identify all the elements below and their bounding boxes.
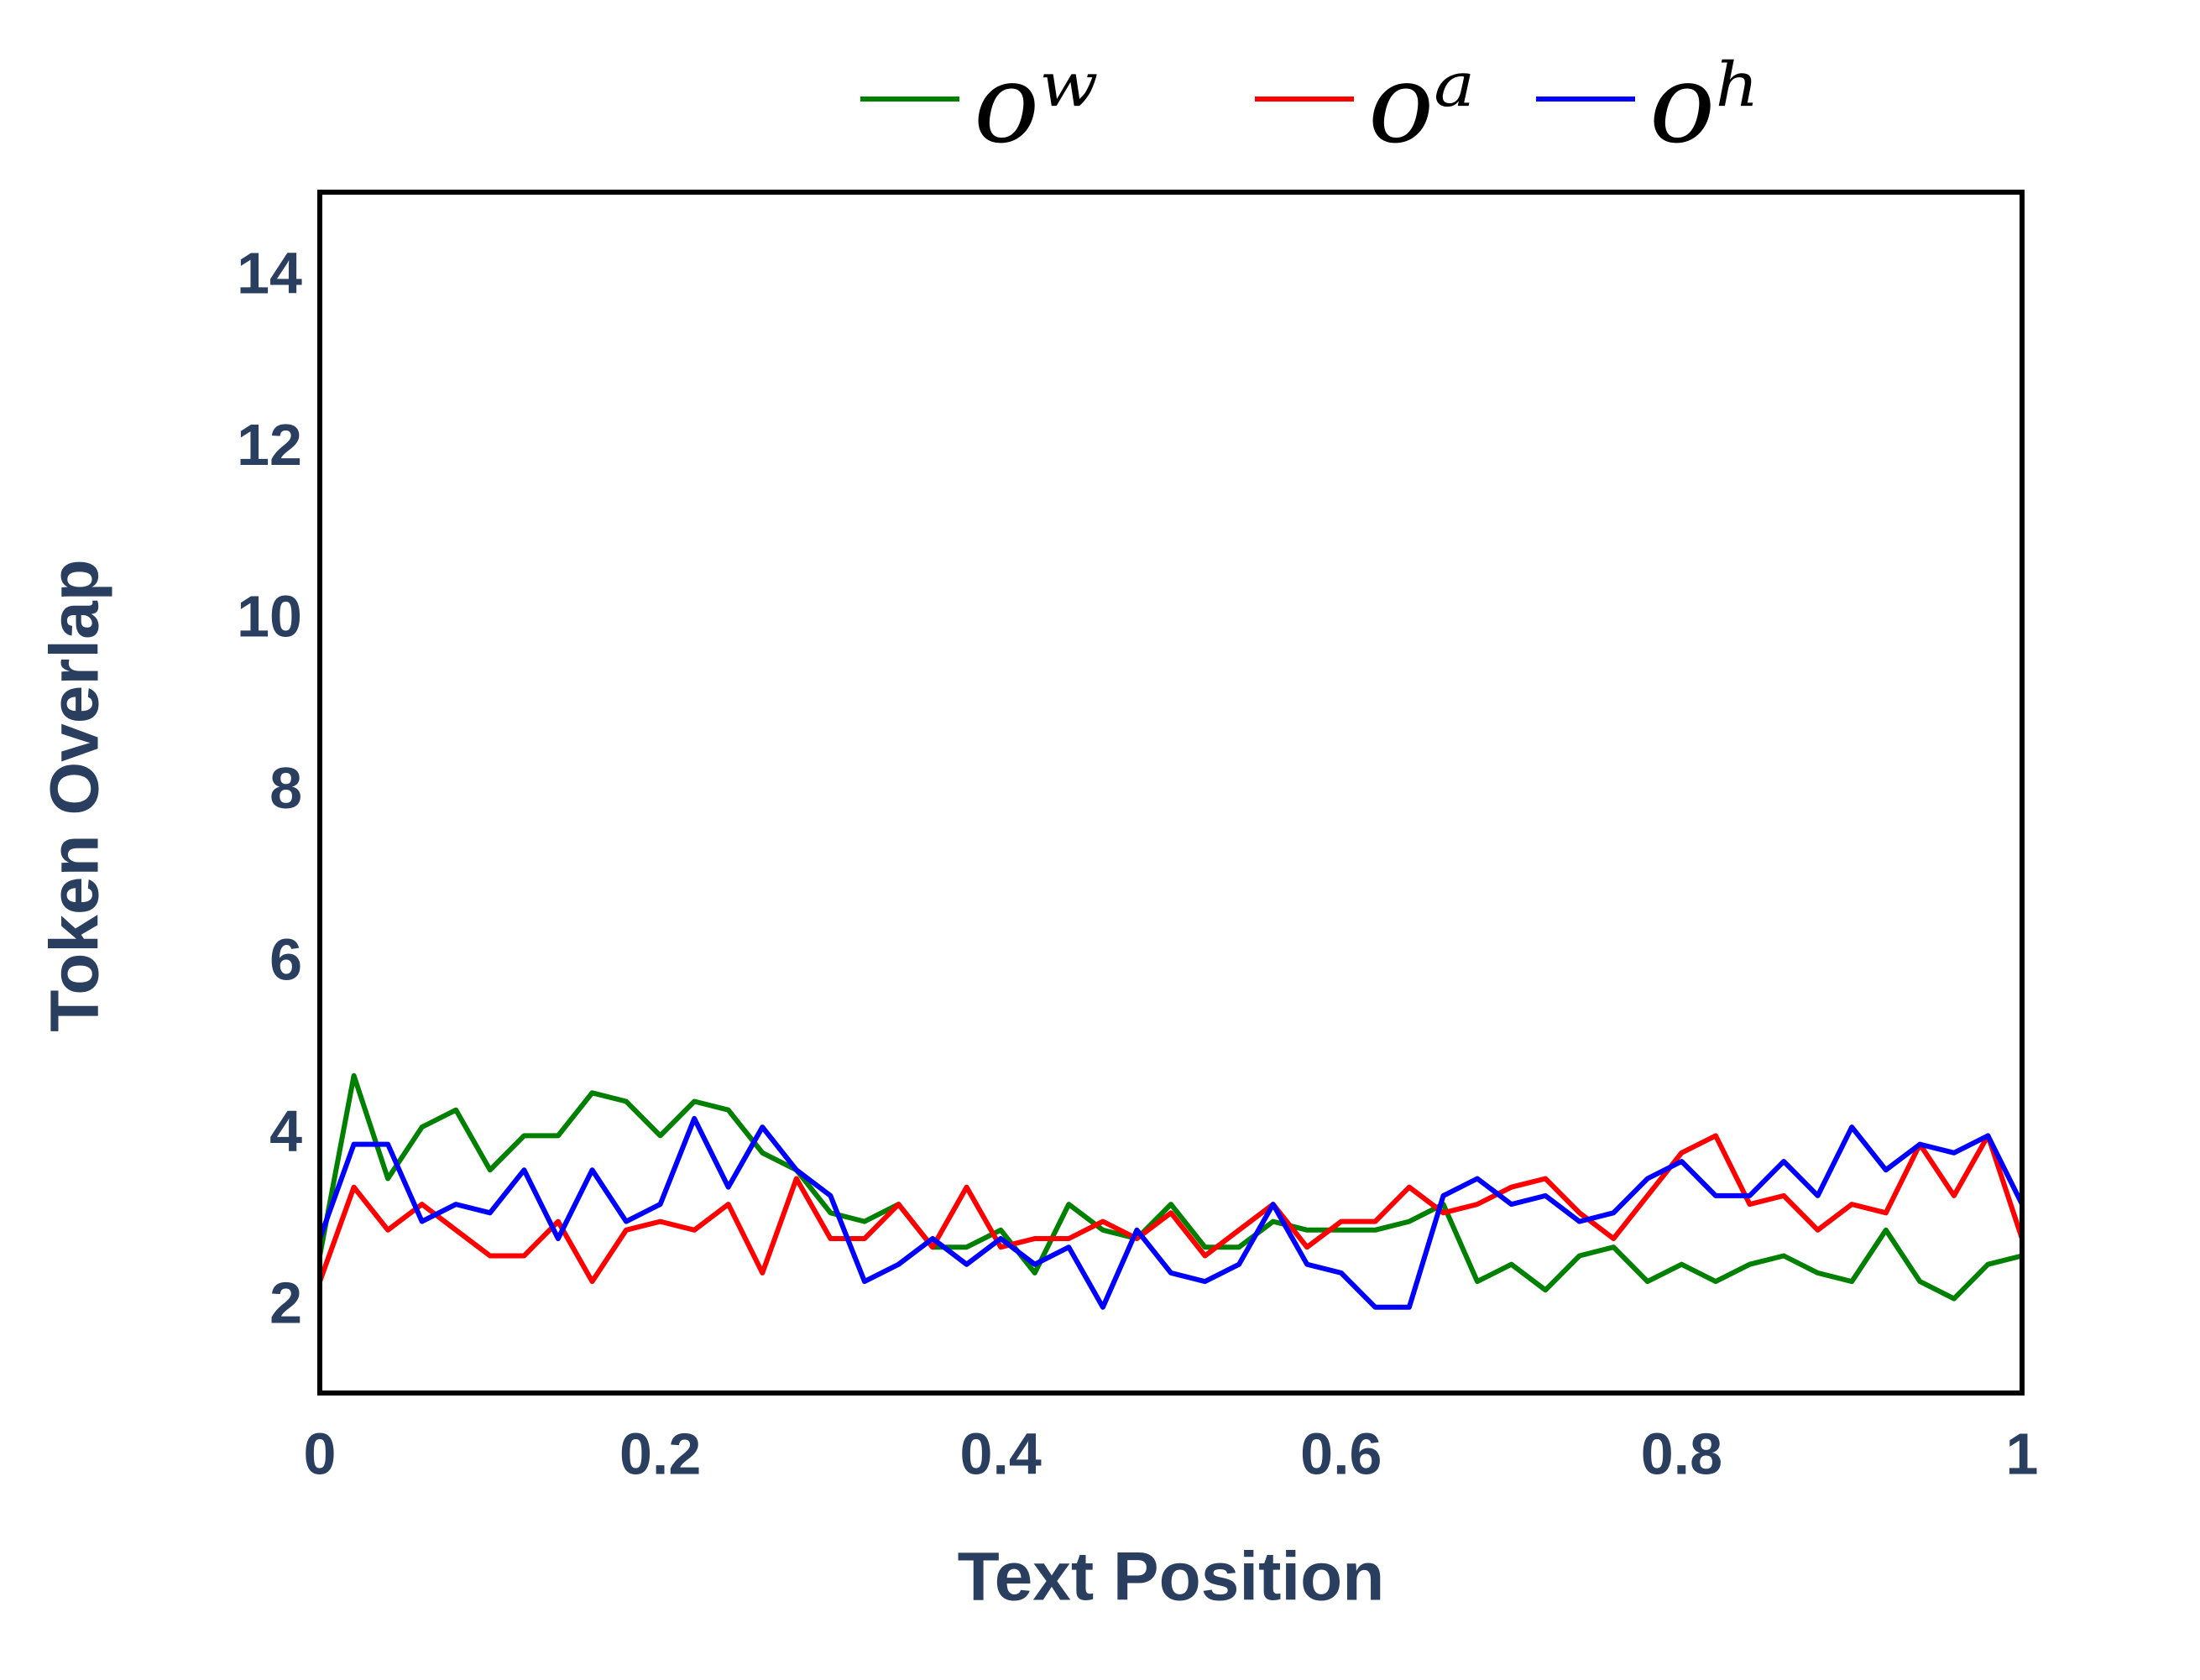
y-tick-label: 12 [237,412,302,477]
y-tick-label: 14 [237,241,302,306]
y-axis-title: Token Overlap [37,559,113,1032]
y-tick-label: 6 [269,926,302,992]
plot-frame [317,190,2025,1396]
x-tick-label: 0.8 [1641,1421,1722,1486]
y-tick-label: 10 [237,584,302,650]
series-line [317,1133,2025,1285]
legend-label: oʰ [1649,40,1763,168]
series-line [317,1072,2025,1302]
x-tick-label: 0 [304,1421,337,1486]
x-tick-label: 0.4 [960,1421,1042,1486]
y-tick-label: 2 [269,1270,302,1335]
x-tick-label: 1 [2006,1421,2039,1486]
legend-label: oᵃ [1368,40,1475,168]
x-tick-label: 0.6 [1300,1421,1382,1486]
y-tick-label: 4 [269,1098,302,1164]
x-axis-title: Text Position [958,1539,1385,1615]
y-tick-label: 8 [269,755,302,821]
series-line [317,1115,2025,1310]
x-tick-label: 0.2 [619,1421,701,1486]
legend-label: oʷ [974,40,1098,168]
